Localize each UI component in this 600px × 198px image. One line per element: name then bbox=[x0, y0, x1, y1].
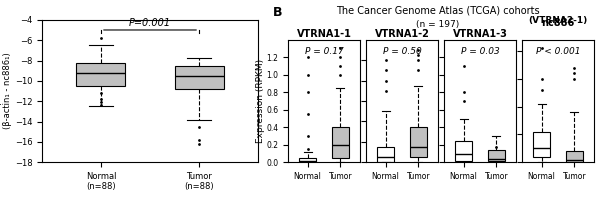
Text: P = 0.03: P = 0.03 bbox=[461, 47, 499, 56]
PathPatch shape bbox=[76, 63, 125, 86]
PathPatch shape bbox=[175, 66, 224, 89]
PathPatch shape bbox=[299, 158, 316, 162]
PathPatch shape bbox=[455, 141, 472, 161]
Text: The Cancer Genome Atlas (TCGA) cohorts: The Cancer Genome Atlas (TCGA) cohorts bbox=[336, 6, 540, 16]
Y-axis label: Expression (RPKM): Expression (RPKM) bbox=[256, 59, 265, 143]
Y-axis label: Expression
(β-actin₁ - nc886₁): Expression (β-actin₁ - nc886₁) bbox=[0, 53, 12, 129]
Text: B: B bbox=[273, 6, 283, 19]
Title: VTRNA1-3: VTRNA1-3 bbox=[452, 29, 508, 39]
Text: P=0.001: P=0.001 bbox=[129, 18, 171, 29]
Title: VTRNA1-1: VTRNA1-1 bbox=[296, 29, 352, 39]
PathPatch shape bbox=[488, 150, 505, 162]
Text: P = 0.17: P = 0.17 bbox=[305, 47, 343, 56]
Text: (VTRNA2-1): (VTRNA2-1) bbox=[529, 16, 587, 25]
PathPatch shape bbox=[566, 151, 583, 162]
Text: P = 0.50: P = 0.50 bbox=[383, 47, 421, 56]
PathPatch shape bbox=[332, 127, 349, 158]
PathPatch shape bbox=[533, 132, 550, 157]
PathPatch shape bbox=[410, 127, 427, 157]
PathPatch shape bbox=[377, 147, 394, 162]
Title: VTRNA1-2: VTRNA1-2 bbox=[374, 29, 430, 39]
Title: nc886: nc886 bbox=[541, 18, 575, 28]
Text: P < 0.001: P < 0.001 bbox=[536, 47, 580, 56]
Text: (n = 197): (n = 197) bbox=[416, 20, 460, 29]
